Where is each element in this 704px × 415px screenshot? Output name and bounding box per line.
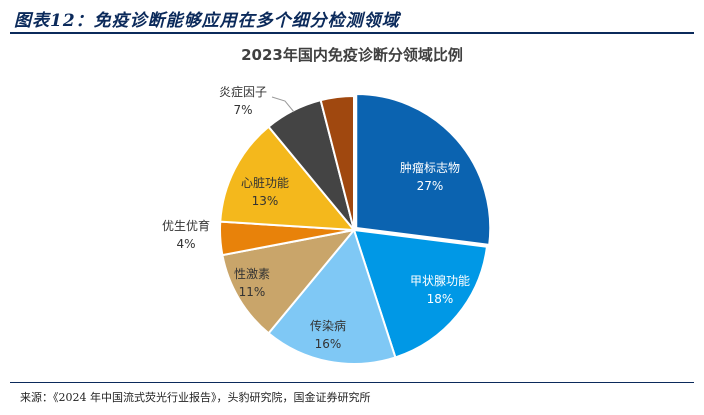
pie-slice-2 [267,227,397,365]
slice-label: 甲状腺功能 [410,274,470,288]
leader-line [271,96,295,113]
top-rule [10,32,694,34]
slice-label: 性激素 [234,267,270,281]
slice-value-label: 11% [239,285,266,299]
pie-slice-7 [319,94,355,231]
pie-slice-3 [221,228,357,335]
slice-value-label: 7% [233,103,252,117]
source-note: 来源：《2024 年中国流式荧光行业报告》，头豹研究院，国金证券研究所 [20,391,371,404]
figure-title: 图表12：免疫诊断能够应用在多个细分检测领域 [14,11,400,31]
slice-label: 肿瘤标志物 [400,160,460,175]
pie-slice-5 [219,125,357,232]
pie-slice-1 [352,228,489,359]
slice-label: 心脏功能 [241,175,289,190]
slice-label: 传染病 [310,318,346,333]
slice-value-label: 16% [315,337,342,351]
pie-slice-0 [355,93,492,246]
slice-value-label: 18% [427,292,454,306]
slice-label: 炎症因子 [219,84,267,99]
slice-value-label: 13% [252,194,279,208]
slice-value-label: 27% [417,179,444,193]
chart-title: 2023年国内免疫诊断分领域比例 [241,46,463,64]
slice-value-label: 4% [176,237,195,251]
slice-label: 优生优育 [162,218,210,233]
bottom-rule [10,382,694,383]
